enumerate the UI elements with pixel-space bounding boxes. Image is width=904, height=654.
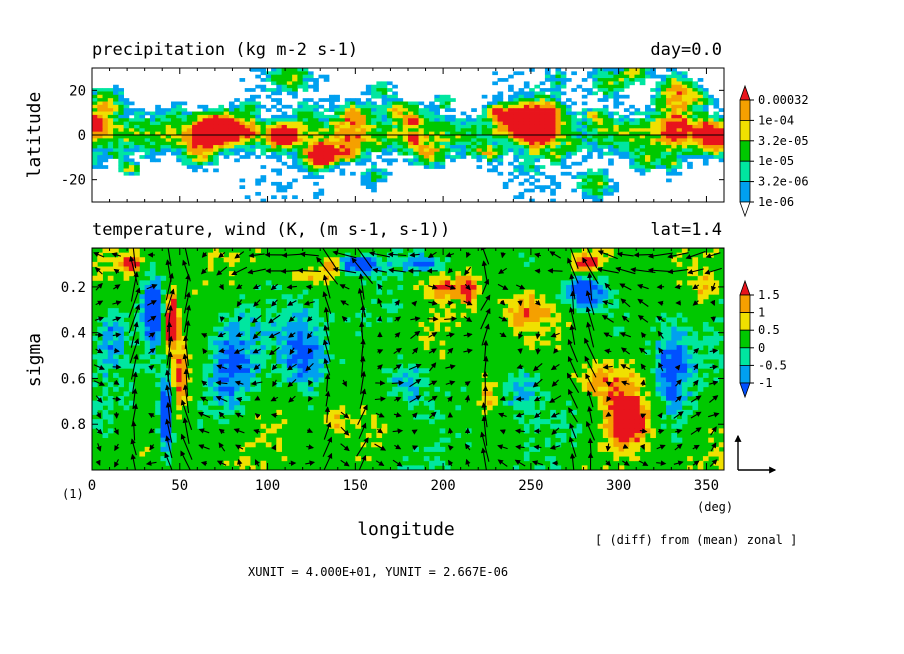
precip-ytick-label: -20 bbox=[61, 173, 86, 189]
colorbar-label: 0.00032 bbox=[758, 93, 809, 107]
temp-xtick-label: 0 bbox=[88, 478, 96, 494]
colorbar-label: 0 bbox=[758, 341, 765, 355]
colorbar-label: -0.5 bbox=[758, 358, 787, 372]
precip-ylabel: latitude bbox=[24, 92, 45, 179]
temp-title: temperature, wind (K, (m s-1, s-1)) bbox=[92, 220, 450, 240]
colorbar-label: 3.2e-05 bbox=[758, 134, 809, 148]
precip-panel: precipitation (kg m-2 s-1) day=0.0 20 0 -2… bbox=[24, 40, 809, 218]
temp-ytick-label: 0.2 bbox=[61, 280, 86, 296]
colorbar-label: -1 bbox=[758, 376, 772, 390]
reference-vector bbox=[734, 434, 777, 474]
temp-ytick-label: 0.6 bbox=[61, 371, 86, 387]
temp-xtick-label: 50 bbox=[171, 478, 188, 494]
colorbar-label: 1e-05 bbox=[758, 154, 794, 168]
wind-vectors bbox=[92, 248, 724, 470]
precip-y-ticks: 20 0 -20 bbox=[61, 68, 725, 202]
temp-x-ticks: 0 50 100 150 200 250 300 350 bbox=[88, 248, 725, 494]
colorbar-label: 3.2e-06 bbox=[758, 175, 809, 189]
unit-line: XUNIT = 4.000E+01, YUNIT = 2.667E-06 bbox=[248, 565, 508, 579]
temp-xtick-label: 250 bbox=[518, 478, 543, 494]
temp-xtick-label: 300 bbox=[606, 478, 631, 494]
xunit-deg: (deg) bbox=[697, 500, 733, 514]
temp-panel: temperature, wind (K, (m s-1, s-1)) lat=… bbox=[24, 220, 797, 579]
temp-y-ticks: 0.2 0.4 0.6 0.8 bbox=[61, 280, 724, 433]
colorbar-label: 0.5 bbox=[758, 323, 780, 337]
temp-ytick-label: 0.8 bbox=[61, 417, 86, 433]
colorbar-label: 1 bbox=[758, 306, 765, 320]
precip-day-label: day=0.0 bbox=[650, 40, 722, 60]
precip-ytick-label: 20 bbox=[69, 83, 86, 99]
colorbar-label: 1.5 bbox=[758, 288, 780, 302]
colorbar-label: 1e-06 bbox=[758, 195, 794, 209]
precip-colorbar: 0.00032 1e-04 3.2e-05 1e-05 3.2e-06 1e-06 bbox=[739, 84, 809, 218]
precip-title: precipitation (kg m-2 s-1) bbox=[92, 40, 358, 60]
diff-note: [ (diff) from (mean) zonal ] bbox=[595, 533, 797, 547]
temp-xtick-label: 200 bbox=[430, 478, 455, 494]
temp-colorbar: 1.5 1 0.5 0 -0.5 -1 bbox=[739, 279, 787, 399]
temp-lat-label: lat=1.4 bbox=[650, 220, 722, 240]
precip-ytick-label: 0 bbox=[78, 128, 86, 144]
colorbar-label: 1e-04 bbox=[758, 113, 794, 127]
temp-xtick-label: 350 bbox=[694, 478, 719, 494]
temp-ytick-label: 0.4 bbox=[61, 326, 86, 342]
temp-xtick-label: 150 bbox=[343, 478, 368, 494]
temp-xtick-label: 100 bbox=[255, 478, 280, 494]
figure-label: (1) bbox=[62, 487, 84, 501]
temp-xlabel: longitude bbox=[357, 519, 455, 540]
temp-ylabel: sigma bbox=[24, 333, 45, 387]
precip-field bbox=[92, 68, 724, 202]
